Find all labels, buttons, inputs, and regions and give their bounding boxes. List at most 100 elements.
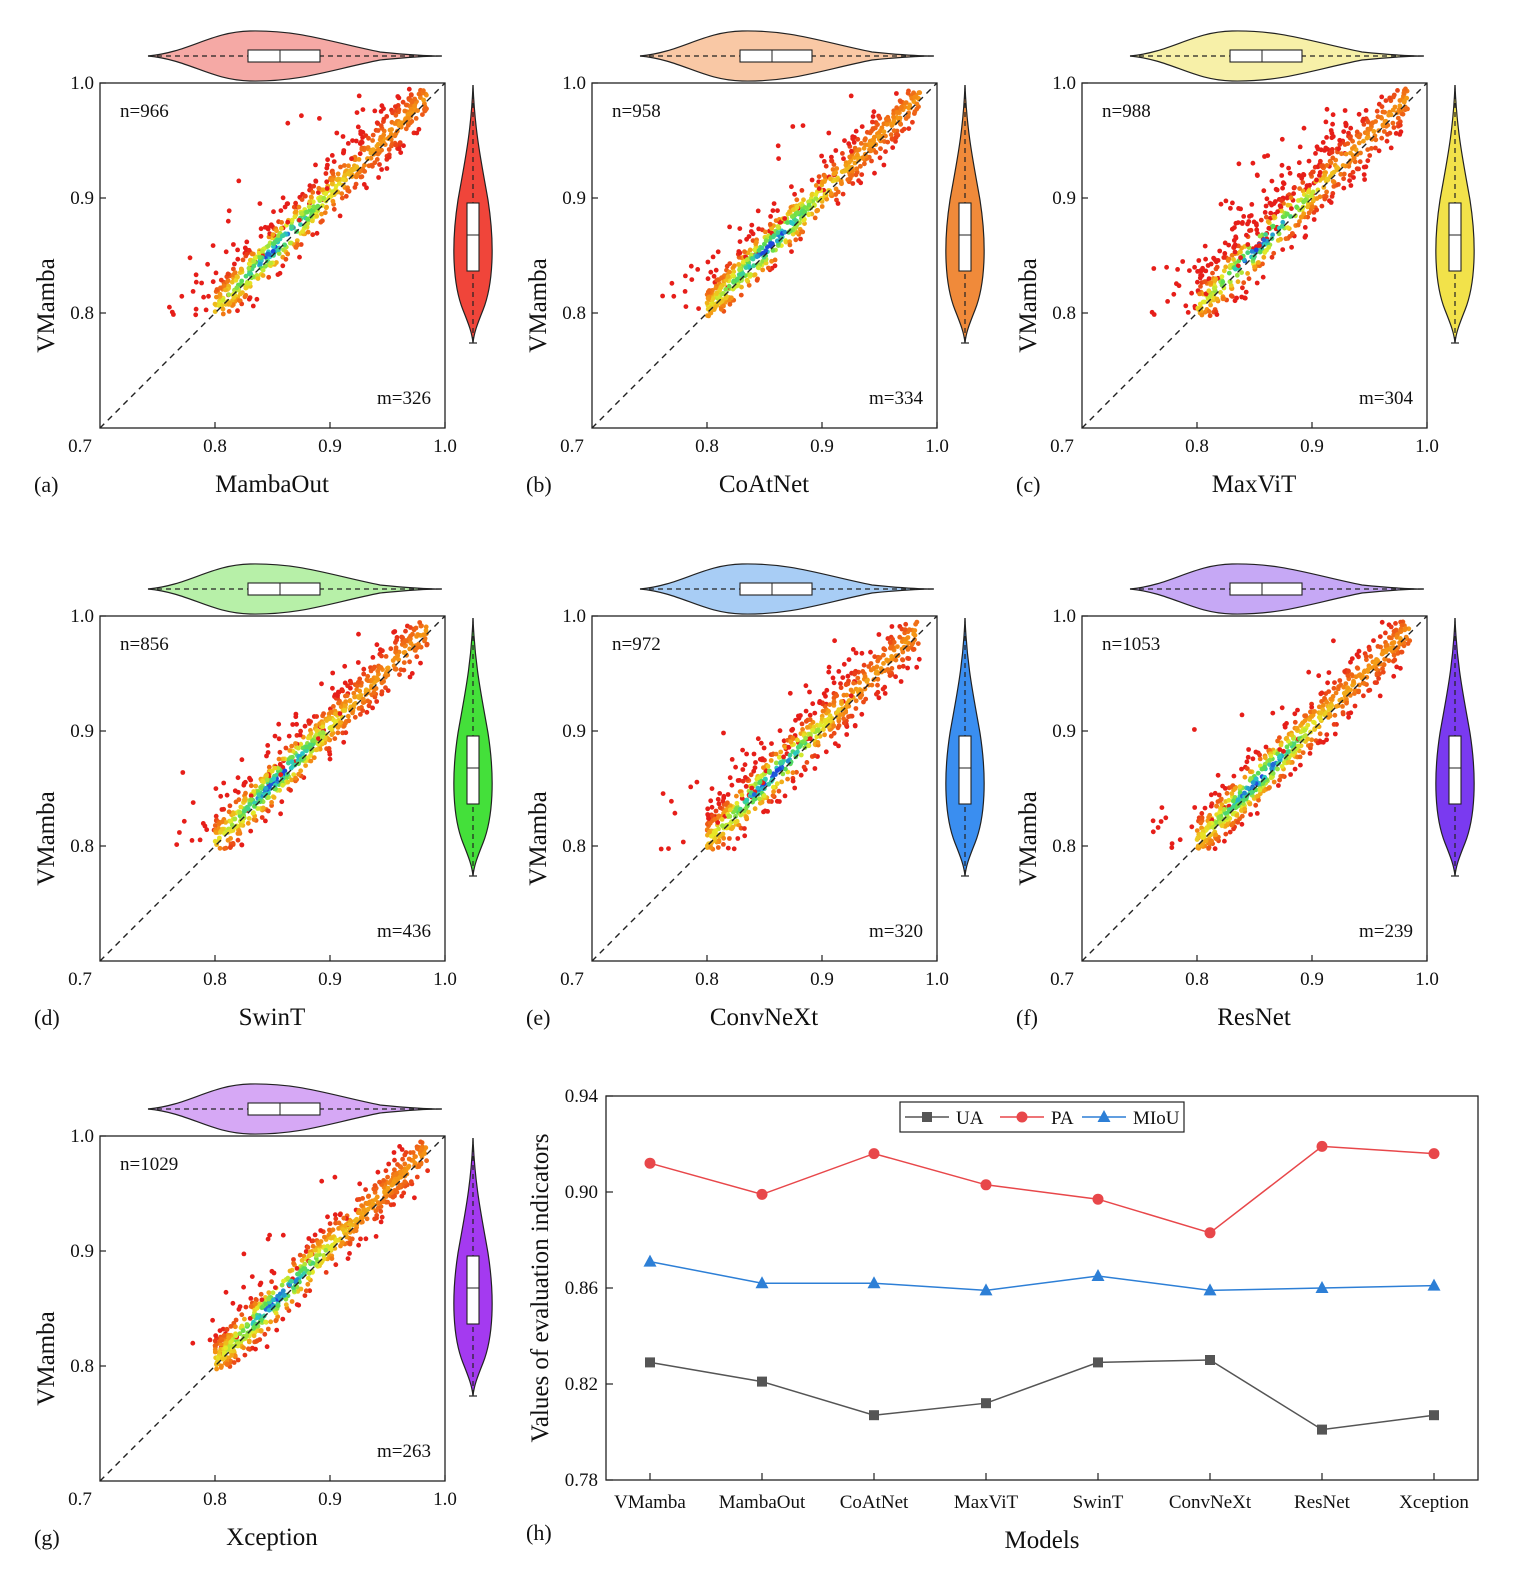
scatter-point [1354,652,1360,658]
scatter-point [1212,790,1218,796]
scatter-point [268,1319,274,1325]
scatter-point [1175,267,1180,272]
scatter-point [794,197,800,203]
scatter-point [403,102,409,108]
x-tick-label: 0.7 [560,436,584,457]
scatter-point [352,185,358,190]
scatter-point [325,1243,330,1249]
scatter-point [851,140,857,145]
scatter-point [241,1345,247,1351]
ua-marker [757,1376,767,1387]
scatter-point [1311,217,1317,222]
scatter-point [779,779,785,785]
scatter-point [809,177,815,183]
scatter-point [1261,237,1267,243]
y-tick-label: 0.8 [1052,836,1076,857]
scatter-point [1209,838,1214,844]
scatter-point [272,733,278,739]
scatter-point [751,792,757,797]
scatter-point [774,781,780,787]
scatter-point [1177,837,1183,843]
scatter-point [213,813,219,819]
scatter-point [1369,122,1374,128]
scatter-point [807,736,813,742]
scatter-point [723,295,729,301]
scatter-point [287,1282,293,1288]
scatter-point [285,120,291,126]
scatter-point [300,229,305,234]
scatter-point [375,151,381,157]
scatter-point [672,810,678,816]
scatter-point [803,718,809,724]
scatter-point [217,835,222,841]
scatter-point [351,690,357,696]
scatter-point [710,254,716,260]
x-tick-label: 0.7 [68,969,92,990]
scatter-point [1270,771,1276,776]
scatter-point [1215,799,1221,804]
scatter-point [1327,198,1332,204]
scatter-point [258,785,264,791]
scatter-point [257,201,263,207]
legend-item-pa: PA [1000,1108,1074,1129]
scatter-point [347,1251,352,1256]
scatter-point [800,123,806,128]
series-ua [645,1355,1439,1435]
scatter-point [364,709,370,715]
scatter-point [276,756,282,762]
scatter-point [311,183,317,189]
scatter-point [297,732,303,738]
scatter-point [1275,761,1281,766]
scatter-point [383,654,389,659]
scatter-point [1330,179,1336,184]
scatter-point [418,1139,423,1145]
scatter-point [296,204,302,210]
scatter-point [253,1346,258,1352]
scatter-point [1270,223,1276,229]
scatter-point [850,181,856,186]
scatter-point [347,1222,352,1227]
scatter-point [337,720,343,726]
scatter-point [1391,628,1397,634]
scatter-point [210,279,216,285]
x-tick-label: 0.7 [68,1489,92,1510]
scatter-point [1261,188,1267,194]
scatter-point [1280,219,1286,225]
scatter-point [1299,214,1304,220]
scatter-point [751,263,757,269]
scatter-point [1264,196,1270,202]
diagonal-reference-line [591,615,938,962]
scatter-point [388,646,394,652]
scatter-point [1303,197,1308,203]
scatter-point [708,845,714,850]
scatter-point [293,1278,299,1284]
scatter-point [212,301,218,307]
scatter-point [882,691,888,696]
scatter-point [790,207,796,213]
scatter-point [1399,107,1404,113]
scatter-point [1239,294,1245,300]
scatter-point [271,1270,277,1276]
pa-marker [868,1148,880,1160]
m-count-label: m=334 [869,388,923,409]
scatter-point [829,158,835,164]
scatter-point [398,1164,404,1170]
scatter-point [379,103,385,109]
scatter-point [1387,635,1392,640]
scatter-point [836,669,842,674]
scatter-point [1320,140,1326,145]
scatter-point [1245,785,1251,791]
scatter-point [322,210,328,216]
scatter-point [761,254,767,260]
scatter-point [235,256,241,262]
scatter-point [1219,823,1225,829]
scatter-point [688,263,694,269]
scatter-point [294,1266,300,1271]
scatter-point [720,831,726,837]
scatter-point [771,784,776,790]
scatter-point [372,108,378,114]
x-axis-label: Models [1005,1527,1080,1554]
scatter-point [425,1168,430,1174]
scatter-point [842,138,847,144]
scatter-point [249,1274,255,1279]
